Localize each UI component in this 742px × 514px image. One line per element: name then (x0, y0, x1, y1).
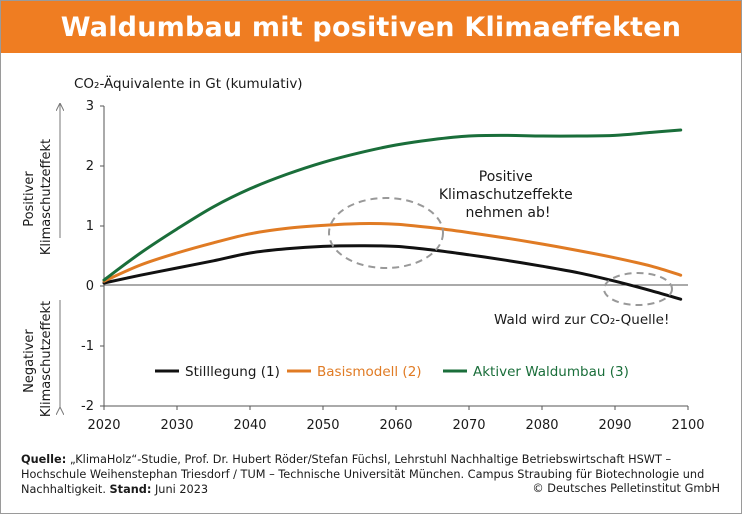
y-tick-label: 3 (86, 99, 94, 114)
x-tick-label: 2060 (379, 418, 412, 433)
x-tick-label: 2040 (233, 418, 266, 433)
y-tick-label: 2 (86, 159, 94, 174)
annotation-co2-source: Wald wird zur CO₂-Quelle! (494, 312, 669, 328)
y-tick-label: -2 (81, 399, 94, 414)
x-tick-labels: 2020 2030 2040 2050 2060 2070 2080 2090 2100 (87, 406, 705, 433)
line-chart: CO₂-Äquivalente in Gt (kumulativ) Positi… (22, 74, 705, 433)
x-tick-label: 2080 (525, 418, 558, 433)
source-label: Quelle: (21, 453, 67, 466)
annotation-decline-line-2: Klimaschutzeffekte (439, 187, 573, 203)
positive-effect-label-line-1: Positiver (22, 171, 37, 227)
date-label: Stand: (109, 483, 152, 496)
y-tick-labels: 3 2 1 0 -1 -2 (81, 99, 104, 414)
y-tick-label: 0 (86, 279, 94, 294)
y-tick-label: -1 (81, 339, 94, 354)
negative-effect-label: Negativer Klimaschutzeffekt (22, 301, 54, 417)
chart-legend: Stilllegung (1) Basismodell (2) Aktiver Wa… (155, 364, 629, 380)
source-text: „KlimaHolz“-Studie, Prof. Dr. Hubert Röd… (21, 453, 705, 496)
legend-label-3: Aktiver Waldumbau (3) (473, 364, 629, 380)
series-lines (102, 128, 683, 301)
x-tick-label: 2030 (160, 418, 193, 433)
annotation-decline-line-1: Positive (479, 169, 533, 185)
legend-label-1: Stilllegung (1) (185, 364, 280, 380)
x-tick-label: 2050 (306, 418, 339, 433)
decline-highlight-ellipse (328, 197, 444, 269)
co2-source-highlight-ellipse (603, 272, 673, 306)
positive-effect-label: Positiver Klimaschutzeffekt (22, 139, 54, 255)
negative-effect-label-line-2: Klimaschutzeffekt (39, 301, 54, 417)
x-tick-label: 2070 (452, 418, 485, 433)
page-title: Waldumbau mit positiven Klimaeffekten (1, 1, 741, 53)
legend-label-2: Basismodell (2) (317, 364, 422, 380)
series-line-3 (102, 128, 683, 282)
y-axis-title: CO₂-Äquivalente in Gt (kumulativ) (74, 74, 303, 92)
x-tick-label: 2090 (598, 418, 631, 433)
copyright-note: © Deutsches Pelletinstitut GmbH (532, 482, 720, 495)
date-value: Juni 2023 (151, 483, 209, 496)
x-tick-label: 2020 (87, 418, 120, 433)
annotation-decline-line-3: nehmen ab! (465, 205, 550, 221)
negative-effect-label-line-1: Negativer (22, 329, 37, 393)
series-line-2 (102, 222, 683, 283)
x-tick-label: 2100 (671, 418, 704, 433)
series-line-1 (102, 244, 683, 301)
source-note: Quelle: „KlimaHolz“-Studie, Prof. Dr. Hu… (21, 452, 721, 497)
positive-effect-label-line-2: Klimaschutzeffekt (39, 139, 54, 255)
annotation-decline: Positive Klimaschutzeffekte nehmen ab! (439, 169, 577, 221)
y-tick-label: 1 (86, 219, 94, 234)
